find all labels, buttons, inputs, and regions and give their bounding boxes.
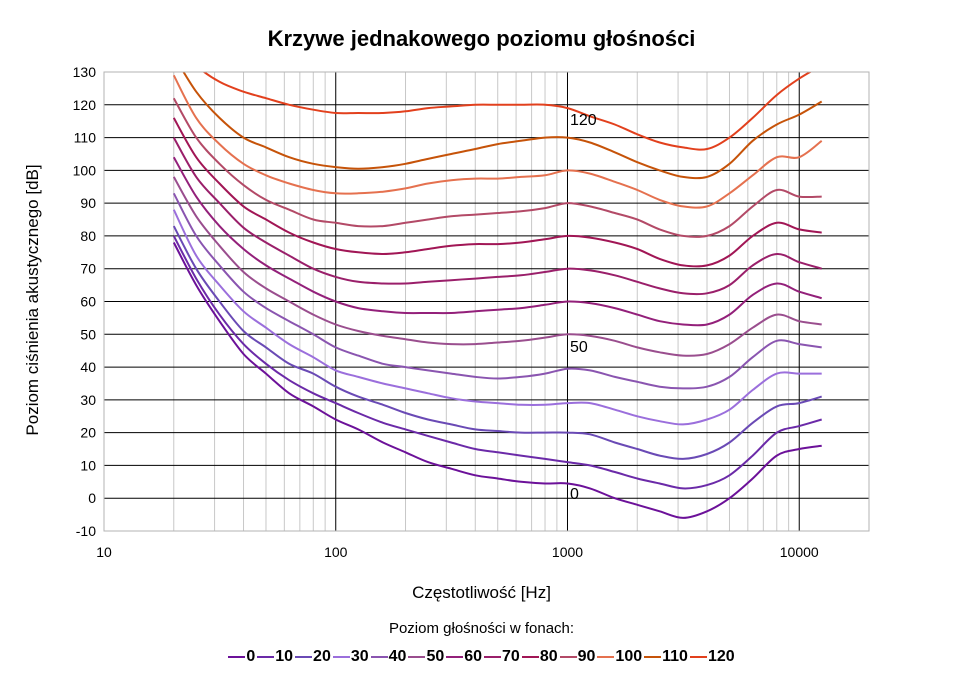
y-tick-label: 0 [88, 490, 96, 506]
curve-40-phon [172, 192, 822, 390]
legend-label: 80 [539, 648, 558, 665]
curve-110-phon [182, 72, 823, 180]
legend-item-30: 30 [332, 648, 369, 666]
legend-label: 120 [707, 648, 735, 665]
legend-item-70: 70 [484, 648, 520, 666]
curve-60-phon [172, 156, 822, 327]
legend-item-60: 60 [446, 648, 482, 666]
legend-swatch [228, 656, 246, 658]
curve-70-phon [172, 137, 822, 296]
annotation-50: 50 [570, 339, 588, 356]
legend-label: 60 [464, 648, 483, 665]
y-tick-label: 20 [80, 425, 96, 441]
y-tick-label: 40 [80, 359, 96, 375]
y-tick-label: 10 [80, 457, 96, 473]
y-tick-label: 60 [80, 294, 96, 310]
x-tick-label: 100 [324, 544, 348, 560]
legend-item-0: 0 [228, 648, 255, 666]
chart-title: Krzywe jednakowego poziomu głośności [267, 26, 696, 51]
x-tick-labels: 10 100 1000 10000 [96, 544, 819, 560]
y-tick-label: 90 [80, 195, 96, 211]
y-axis-label: Poziom ciśnienia akustycznego [dB] [23, 164, 42, 436]
legend-swatch [446, 656, 464, 658]
y-tick-label: 50 [80, 326, 96, 342]
legend-swatch [689, 656, 707, 658]
y-tick-label: 130 [73, 64, 97, 80]
legend-swatch [597, 656, 615, 658]
x-tick-label: 10000 [780, 544, 819, 560]
annotation-120: 120 [570, 112, 597, 129]
legend-label: 70 [502, 648, 520, 665]
legend-label: 50 [426, 648, 445, 665]
curve-80-phon [172, 117, 822, 268]
legend-item-90: 90 [559, 648, 596, 666]
legend-item-40: 40 [370, 648, 407, 666]
legend-swatch [295, 656, 313, 658]
legend-swatch [332, 656, 350, 658]
legend-label: 20 [313, 648, 331, 665]
legend-item-80: 80 [521, 648, 558, 666]
legend-swatch [644, 656, 662, 658]
legend-label: 30 [350, 648, 369, 665]
curve-20-phon [172, 225, 822, 460]
legend-item-20: 20 [295, 648, 331, 666]
x-tick-label: 1000 [552, 544, 583, 560]
curve-120-phon [202, 72, 813, 151]
legend-label: 0 [246, 648, 256, 665]
y-tick-label: -10 [76, 523, 96, 539]
x-tick-label: 10 [96, 544, 112, 560]
legend-title: Poziom głośności w fonach: [388, 620, 575, 637]
curve-30-phon [172, 209, 822, 426]
curve-90-phon [172, 97, 822, 238]
legend-item-100: 100 [597, 648, 642, 666]
legend-item-110: 110 [644, 648, 688, 666]
legend-label: 110 [662, 648, 688, 665]
y-tick-label: 80 [80, 228, 96, 244]
legend: 0 10 20 30 40 50 60 70 80 90 100 110 120 [0, 648, 963, 666]
y-tick-label: 100 [73, 162, 97, 178]
y-tick-label: 120 [73, 97, 97, 113]
legend-label: 10 [275, 648, 294, 665]
y-tick-label: 30 [80, 392, 96, 408]
legend-swatch [484, 656, 502, 658]
annotation-0: 0 [570, 486, 579, 503]
curve-10-phon [172, 235, 822, 490]
annotations: 120 50 0 [570, 112, 597, 503]
legend-label: 100 [615, 648, 643, 665]
curve-0-phon [172, 242, 822, 519]
legend-swatch [521, 656, 539, 658]
x-axis-label: Częstotliwość [Hz] [412, 583, 551, 602]
legend-label: 90 [577, 648, 596, 665]
legend-item-50: 50 [408, 648, 444, 666]
legend-label: 40 [388, 648, 407, 665]
legend-item-120: 120 [689, 648, 735, 666]
plot-frame [103, 71, 870, 532]
y-tick-label: 110 [74, 130, 97, 146]
legend-item-10: 10 [257, 648, 293, 666]
curves [172, 72, 823, 519]
curve-50-phon [172, 176, 822, 357]
legend-swatch [559, 656, 577, 658]
legend-swatch [370, 656, 388, 658]
curve-100-phon [172, 74, 823, 209]
legend-swatch [257, 656, 275, 658]
y-tick-label: 70 [80, 261, 96, 277]
legend-swatch [408, 656, 426, 658]
